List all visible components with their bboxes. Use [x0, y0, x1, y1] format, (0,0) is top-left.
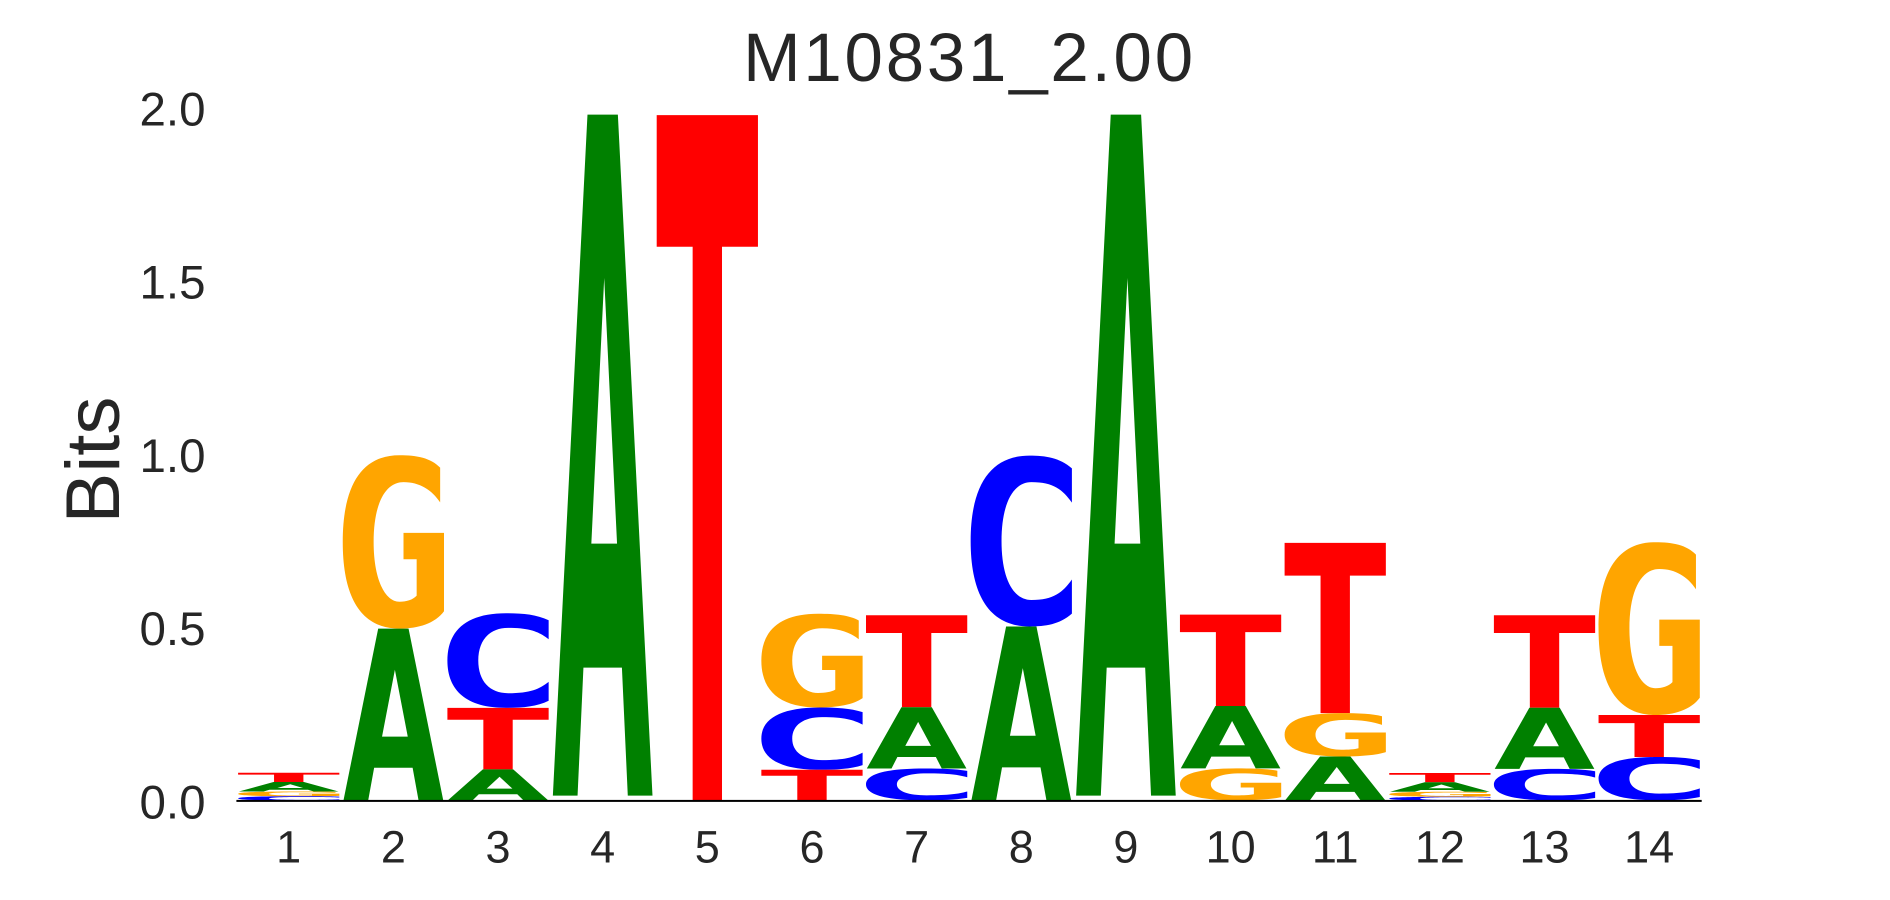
- svg-text:14: 14: [1624, 822, 1674, 873]
- svg-text:11: 11: [1312, 822, 1359, 873]
- svg-text:13: 13: [1519, 822, 1569, 873]
- svg-text:Bits: Bits: [51, 397, 136, 524]
- svg-text:7: 7: [904, 822, 929, 873]
- svg-text:8: 8: [1009, 822, 1034, 873]
- svg-text:12: 12: [1415, 822, 1465, 873]
- svg-text:9: 9: [1113, 822, 1138, 873]
- svg-text:0.5: 0.5: [139, 603, 205, 656]
- svg-text:1.5: 1.5: [139, 257, 205, 310]
- svg-text:4: 4: [590, 822, 615, 873]
- svg-text:0.0: 0.0: [139, 776, 205, 829]
- svg-text:1.0: 1.0: [139, 430, 205, 483]
- svg-text:6: 6: [799, 822, 824, 873]
- svg-text:M10831_2.00: M10831_2.00: [743, 19, 1196, 96]
- svg-text:5: 5: [695, 822, 720, 873]
- svg-text:2: 2: [381, 822, 406, 873]
- svg-text:3: 3: [485, 822, 510, 873]
- svg-text:2.0: 2.0: [139, 83, 205, 136]
- svg-text:1: 1: [276, 822, 301, 873]
- svg-text:10: 10: [1206, 822, 1256, 873]
